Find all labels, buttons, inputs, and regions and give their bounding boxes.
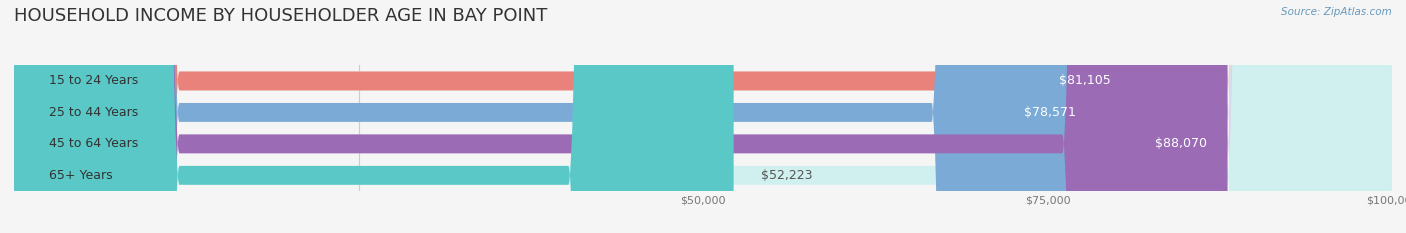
Text: $52,223: $52,223 (761, 169, 813, 182)
Text: 25 to 44 Years: 25 to 44 Years (48, 106, 138, 119)
FancyBboxPatch shape (14, 0, 1392, 233)
Text: $78,571: $78,571 (1024, 106, 1076, 119)
Text: $88,070: $88,070 (1154, 137, 1206, 150)
Text: $81,105: $81,105 (1059, 75, 1111, 87)
FancyBboxPatch shape (14, 0, 1227, 233)
Text: 15 to 24 Years: 15 to 24 Years (48, 75, 138, 87)
Text: 45 to 64 Years: 45 to 64 Years (48, 137, 138, 150)
FancyBboxPatch shape (14, 0, 1132, 233)
Text: Source: ZipAtlas.com: Source: ZipAtlas.com (1281, 7, 1392, 17)
FancyBboxPatch shape (14, 0, 1392, 233)
FancyBboxPatch shape (14, 0, 734, 233)
FancyBboxPatch shape (14, 0, 1392, 233)
FancyBboxPatch shape (14, 0, 1097, 233)
FancyBboxPatch shape (14, 0, 1392, 233)
Text: HOUSEHOLD INCOME BY HOUSEHOLDER AGE IN BAY POINT: HOUSEHOLD INCOME BY HOUSEHOLDER AGE IN B… (14, 7, 547, 25)
Text: 65+ Years: 65+ Years (48, 169, 112, 182)
